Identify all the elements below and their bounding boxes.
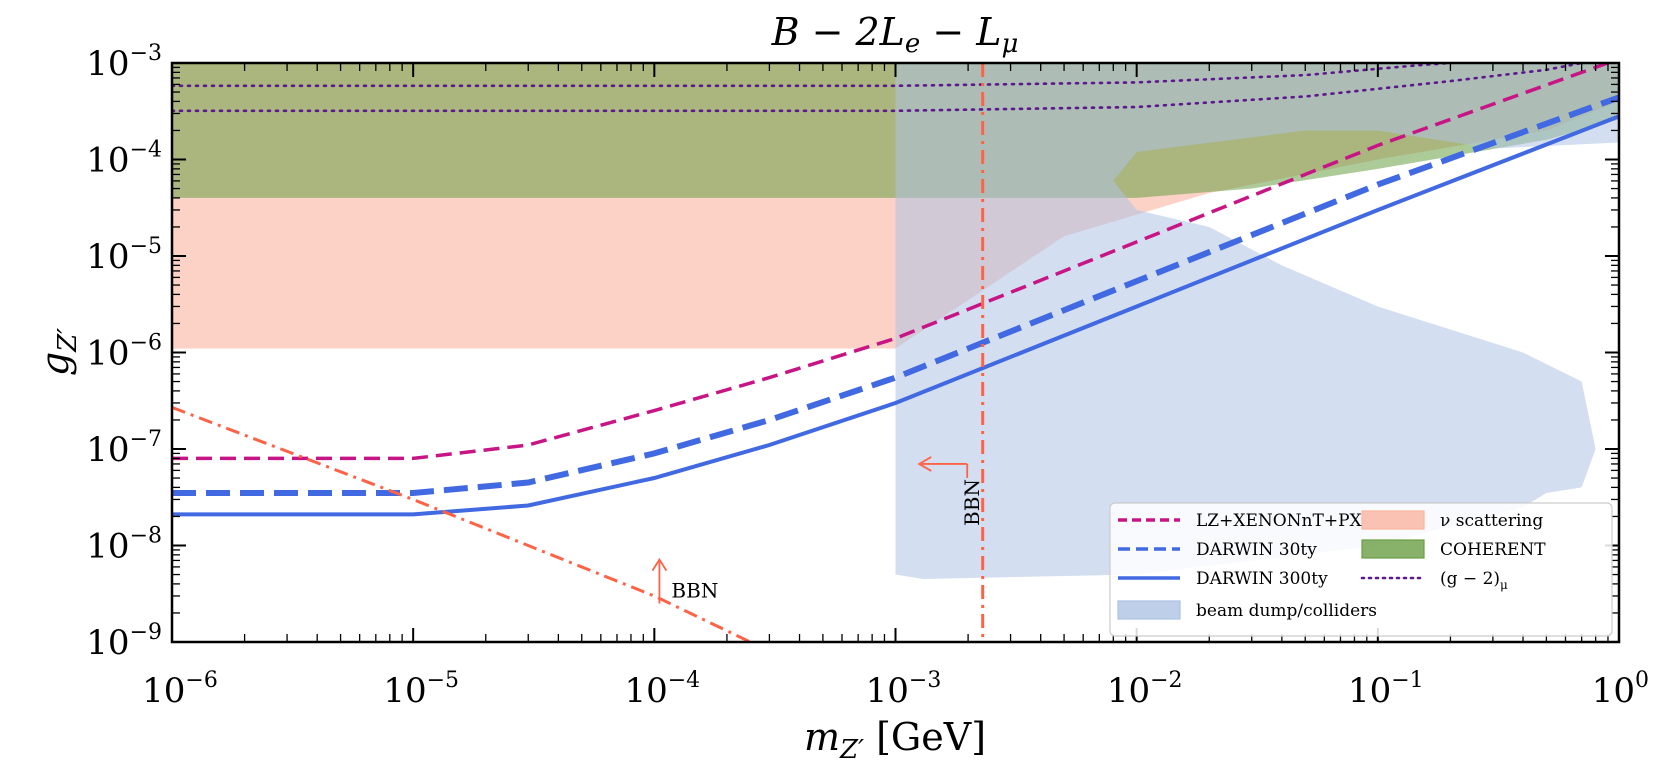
legend-label-sub: μ <box>1500 578 1508 592</box>
axis-ticks <box>171 62 1620 643</box>
x-tick-label-exp: −1 <box>1391 668 1423 693</box>
x-tick-label-exp: −3 <box>909 668 941 693</box>
y-tick-label-base: 10 <box>86 141 129 181</box>
legend-box <box>1109 502 1613 637</box>
y-tick-label: 10−4 <box>86 138 162 181</box>
y-tick-label-base: 10 <box>86 237 129 277</box>
x-tick-label: 10−4 <box>624 668 700 711</box>
x-tick-label: 10−6 <box>142 668 218 711</box>
y-tick-label: 10−6 <box>86 331 162 374</box>
x-tick-label-base: 10 <box>142 671 185 711</box>
x-tick-label-base: 10 <box>1348 671 1391 711</box>
y-tick-label: 10−8 <box>86 524 162 567</box>
y-tick-label-base: 10 <box>86 44 129 84</box>
legend-label-g-2: (g − 2)μ <box>1440 569 1508 592</box>
y-tick-label-base: 10 <box>86 527 129 567</box>
x-tick-label-base: 10 <box>866 671 909 711</box>
y-tick-label-base: 10 <box>86 334 129 374</box>
y-tick-label-exp: −3 <box>130 41 162 66</box>
axis-tick-labels: 10−6 10−5 10−4 10−3 10−2 10−1 10010−910−810−71… <box>86 41 1649 711</box>
x-axis-title-unit: [GeV] <box>864 715 986 759</box>
legend-label-darwin-300ty: DARWIN 300ty <box>1196 569 1328 589</box>
x-axis-title-sub: Z′ <box>839 735 864 765</box>
legend: LZ+XENONnT+PX DARWIN 30ty DARWIN 300ty beam… <box>1109 502 1613 637</box>
x-tick-label-exp: −4 <box>668 668 700 693</box>
y-axis-title-main: g <box>33 352 77 376</box>
x-tick-label-exp: −5 <box>427 668 459 693</box>
x-axis-title: mZ′ [GeV] <box>804 715 986 765</box>
x-tick-label-exp: 0 <box>1635 668 1649 693</box>
chart-title-base: B − 2L <box>771 10 905 54</box>
x-tick-label-exp: −2 <box>1150 668 1182 693</box>
x-tick-label-base: 10 <box>383 671 426 711</box>
annotations: BBN BBN <box>651 456 984 604</box>
y-axis-title: gZ′ <box>33 328 83 376</box>
legend-swatch-beam-dump-colliders <box>1117 600 1181 620</box>
y-tick-label-base: 10 <box>86 430 129 470</box>
bbn-annotation-label: BBN <box>960 479 984 526</box>
y-tick-label: 10−5 <box>86 234 162 277</box>
legend-label-beam-dump-colliders: beam dump/colliders <box>1196 601 1377 621</box>
y-tick-label: 10−3 <box>86 41 162 84</box>
bbn-annotation-label: BBN <box>671 579 718 603</box>
bbn-arrow-head <box>917 456 932 472</box>
legend-label-text: LZ+XENONnT+PX <box>1196 511 1363 531</box>
legend-label-scattering: ν scattering <box>1440 511 1543 531</box>
legend-swatch-coherent <box>1361 539 1425 559</box>
x-tick-label: 10−2 <box>1107 668 1183 711</box>
y-tick-label-exp: −4 <box>130 138 162 163</box>
x-tick-label-exp: −6 <box>185 668 217 693</box>
y-tick-label-exp: −5 <box>130 234 162 259</box>
y-tick-label: 10−9 <box>86 620 162 663</box>
y-tick-label-base: 10 <box>86 623 129 663</box>
legend-label-text: COHERENT <box>1440 540 1546 560</box>
chart-title-sub-e: e <box>905 29 920 59</box>
x-tick-label-base: 10 <box>1107 671 1150 711</box>
y-tick-label-exp: −7 <box>130 427 162 452</box>
region-beam-dump-colliders <box>895 63 1619 579</box>
legend-swatch-scattering <box>1361 510 1425 530</box>
legend-label-text: beam dump/colliders <box>1196 601 1377 621</box>
legend-label-text: DARWIN 30ty <box>1196 540 1317 560</box>
chart-title: B − 2Le − Lμ <box>771 10 1019 59</box>
y-tick-label-exp: −6 <box>130 331 162 356</box>
y-tick-label: 10−7 <box>86 427 162 470</box>
y-tick-label-exp: −8 <box>130 524 162 549</box>
bbn-arrow-head <box>651 557 668 572</box>
series-darwin-30ty <box>172 94 1619 496</box>
legend-label-coherent: COHERENT <box>1440 540 1546 560</box>
legend-label-darwin-30ty: DARWIN 30ty <box>1196 540 1317 560</box>
line-series <box>172 63 1619 642</box>
legend-label-text: ν scattering <box>1440 511 1543 531</box>
series-bbn-diagonal <box>172 405 751 642</box>
x-tick-label: 10−1 <box>1348 668 1424 711</box>
x-tick-label: 100 <box>1592 668 1649 711</box>
y-tick-label-exp: −9 <box>130 620 162 645</box>
shaded-regions <box>172 63 1619 579</box>
x-tick-label: 10−3 <box>866 668 942 711</box>
chart-title-sub-mu: μ <box>1002 29 1019 59</box>
y-axis-title-sub: Z′ <box>53 328 83 353</box>
series-darwin-300ty <box>172 114 1619 517</box>
chart-title-mid: − L <box>920 10 1001 54</box>
x-axis-title-main: m <box>804 715 840 759</box>
legend-label-text: DARWIN 300ty <box>1196 569 1328 589</box>
series-lz-xenonnt-px <box>172 63 1614 461</box>
x-tick-label: 10−5 <box>383 668 459 711</box>
legend-label-lz-xenonnt-px: LZ+XENONnT+PX <box>1196 511 1363 531</box>
legend-label-text: (g − 2) <box>1440 569 1500 589</box>
series-g-2-upper <box>172 63 1452 88</box>
x-tick-label-base: 10 <box>624 671 667 711</box>
x-tick-label-base: 10 <box>1592 671 1635 711</box>
